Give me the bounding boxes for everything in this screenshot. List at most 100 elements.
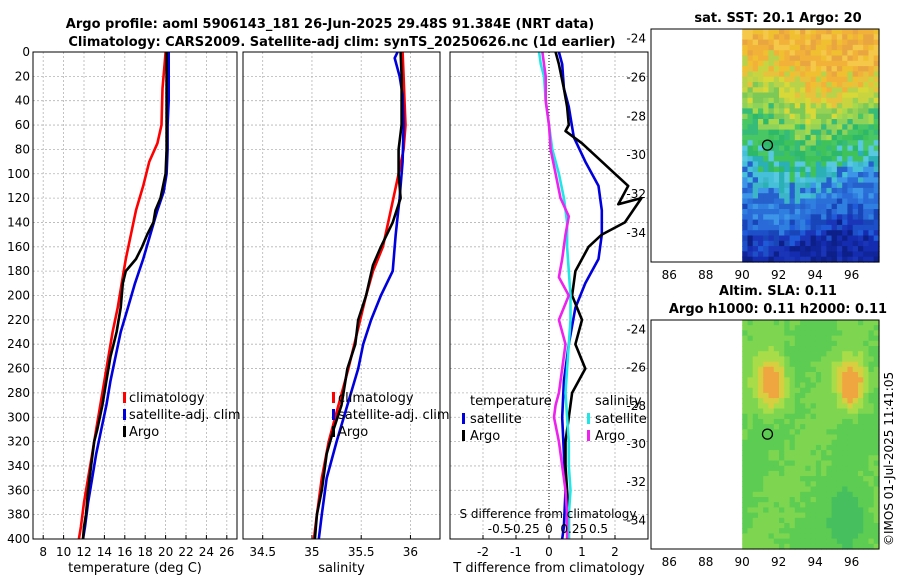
map-cell xyxy=(768,538,775,545)
map-cell xyxy=(752,124,759,131)
map-cell xyxy=(863,398,870,404)
map-cell xyxy=(873,434,880,441)
map-cell xyxy=(821,177,827,184)
map-cell xyxy=(868,140,875,147)
map-cell xyxy=(831,240,838,247)
map-cell xyxy=(852,113,859,120)
map-cell xyxy=(805,351,812,357)
map-cell xyxy=(747,182,754,189)
map-cell xyxy=(810,193,817,200)
map-cell xyxy=(763,361,770,368)
map-cell xyxy=(789,150,796,157)
map-cell xyxy=(836,351,843,357)
depth-tick-label: 380 xyxy=(7,508,30,522)
map-cell xyxy=(789,124,796,131)
map-ytick-label: -32 xyxy=(626,187,646,201)
map-cell xyxy=(789,246,796,252)
map-cell xyxy=(815,465,822,472)
map-cell xyxy=(868,161,875,168)
map-cell xyxy=(863,382,870,389)
map-cell xyxy=(873,172,880,178)
map-cell xyxy=(784,377,791,384)
map-cell xyxy=(779,320,785,326)
map-cell xyxy=(821,351,827,357)
map-cell xyxy=(868,460,875,467)
map-cell xyxy=(836,377,843,384)
map-cell xyxy=(747,444,754,451)
map-cell xyxy=(763,92,770,99)
map-cell xyxy=(810,403,817,410)
map-cell xyxy=(815,172,822,178)
map-cell xyxy=(815,134,822,141)
map-cell xyxy=(863,512,870,519)
map-cell xyxy=(794,219,801,226)
map-cell xyxy=(773,214,780,221)
map-cell xyxy=(747,140,754,147)
map-cell xyxy=(779,330,785,337)
map-cell xyxy=(768,66,775,72)
map-cell xyxy=(873,235,880,242)
map-cell xyxy=(779,166,785,173)
map-cell xyxy=(873,113,880,120)
map-cell xyxy=(847,523,854,529)
map-cell xyxy=(805,502,812,508)
map-cell xyxy=(847,119,854,125)
map-cell xyxy=(773,512,780,519)
map-cell xyxy=(758,517,764,524)
map-cell xyxy=(815,533,822,540)
map-cell xyxy=(789,34,796,41)
map-cell xyxy=(826,387,833,394)
map-cell xyxy=(815,320,822,326)
map-cell xyxy=(773,361,780,368)
map-cell xyxy=(815,335,822,342)
map-cell xyxy=(747,203,754,210)
map-cell xyxy=(752,230,759,237)
map-cell xyxy=(868,543,875,550)
map-cell xyxy=(800,538,806,545)
map-cell xyxy=(742,166,749,173)
map-cell xyxy=(763,460,770,467)
map-cell xyxy=(863,230,870,237)
map-cell xyxy=(842,460,849,467)
map-cell xyxy=(863,34,870,41)
map-cell xyxy=(763,140,770,147)
map-cell xyxy=(758,335,764,342)
map-cell xyxy=(836,124,843,131)
map-cell xyxy=(852,335,859,342)
map-cell xyxy=(794,50,801,57)
map-cell xyxy=(800,240,806,247)
map-cell xyxy=(758,219,764,226)
map-cell xyxy=(810,150,817,157)
map-cell xyxy=(794,108,801,115)
map-cell xyxy=(868,97,875,104)
map-cell xyxy=(747,361,754,368)
map-cell xyxy=(815,60,822,67)
map-cell xyxy=(805,533,812,540)
map-cell xyxy=(742,219,749,226)
map-cell xyxy=(773,429,780,436)
map-cell xyxy=(873,320,880,326)
map-cell xyxy=(852,251,859,258)
map-cell xyxy=(852,161,859,168)
map-cell xyxy=(789,145,796,152)
map-cell xyxy=(752,60,759,67)
map-cell xyxy=(810,470,817,477)
map-cell xyxy=(805,203,812,210)
map-cell xyxy=(842,230,849,237)
map-cell xyxy=(800,71,806,78)
map-cell xyxy=(773,66,780,72)
map-cell xyxy=(779,161,785,168)
map-cell xyxy=(842,398,849,404)
map-cell xyxy=(747,172,754,178)
map-cell xyxy=(763,476,770,482)
map-cell xyxy=(873,408,880,415)
map-cell xyxy=(763,219,770,226)
map-cell xyxy=(800,351,806,357)
map-cell xyxy=(805,240,812,247)
map-cell xyxy=(773,140,780,147)
map-cell xyxy=(826,235,833,242)
s-xtick-label: 34.5 xyxy=(249,545,276,559)
map-cell xyxy=(789,29,796,35)
map-cell xyxy=(747,533,754,540)
diff-legend-t-label: satellite xyxy=(470,412,522,427)
